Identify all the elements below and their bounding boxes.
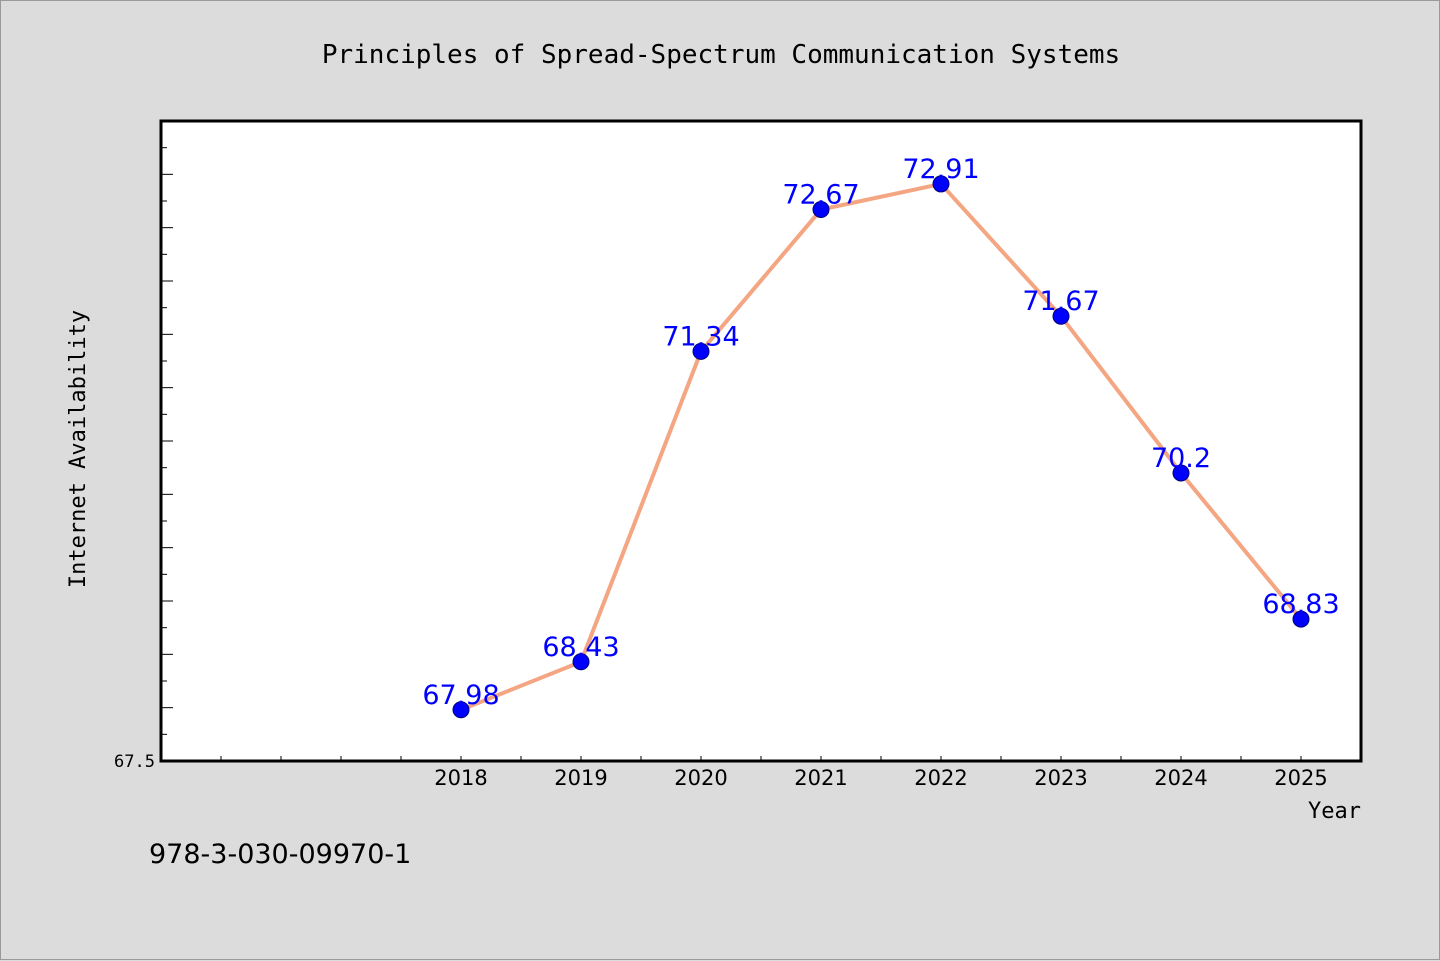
- isbn-text: 978-3-030-09970-1: [149, 839, 411, 870]
- x-tick-label: 2020: [674, 766, 727, 790]
- data-point: [932, 175, 950, 193]
- chart-title: Principles of Spread-Spectrum Communicat…: [322, 40, 1120, 70]
- data-label: 68.43: [542, 632, 619, 663]
- plot-border: [159, 119, 1363, 763]
- plot-area: [161, 121, 1361, 761]
- data-label: 70.2: [1151, 443, 1211, 474]
- x-tick-label: 2021: [794, 766, 847, 790]
- x-tick-label: 2023: [1034, 766, 1087, 790]
- x-axis-label: Year: [1308, 799, 1361, 824]
- x-axis-tick-labels: 2018 2019 2020 2021 2022 2023 2024 2025: [434, 766, 1327, 790]
- data-label: 71.34: [662, 321, 739, 352]
- x-tick-label: 2024: [1154, 766, 1207, 790]
- data-label: 68.83: [1262, 589, 1339, 620]
- x-tick-label: 2022: [914, 766, 967, 790]
- data-point: [692, 342, 710, 360]
- data-label: 67.98: [422, 680, 499, 711]
- data-label: 72.67: [782, 180, 859, 211]
- y-axis-label: Internet Availability: [66, 310, 91, 588]
- data-point: [452, 701, 470, 719]
- x-tick-label: 2019: [554, 766, 607, 790]
- data-labels: 67.98 68.43 71.34 72.67 72.91 71.67 70.2 68.83: [422, 154, 1339, 711]
- y-tick-label: 67.5: [114, 752, 155, 772]
- data-point: [812, 201, 830, 219]
- data-point: [572, 653, 590, 671]
- data-point: [1172, 464, 1190, 482]
- data-label: 71.67: [1022, 286, 1099, 317]
- data-point: [1292, 610, 1310, 628]
- y-axis-tick-labels: 67.5: [114, 752, 155, 772]
- x-tick-label: 2018: [434, 766, 487, 790]
- x-tick-label: 2025: [1274, 766, 1327, 790]
- data-point: [1052, 307, 1070, 325]
- series-line: [460, 181, 1303, 712]
- data-label: 72.91: [902, 154, 979, 185]
- data-points: [452, 175, 1310, 719]
- series-internet-availability: [460, 181, 1303, 712]
